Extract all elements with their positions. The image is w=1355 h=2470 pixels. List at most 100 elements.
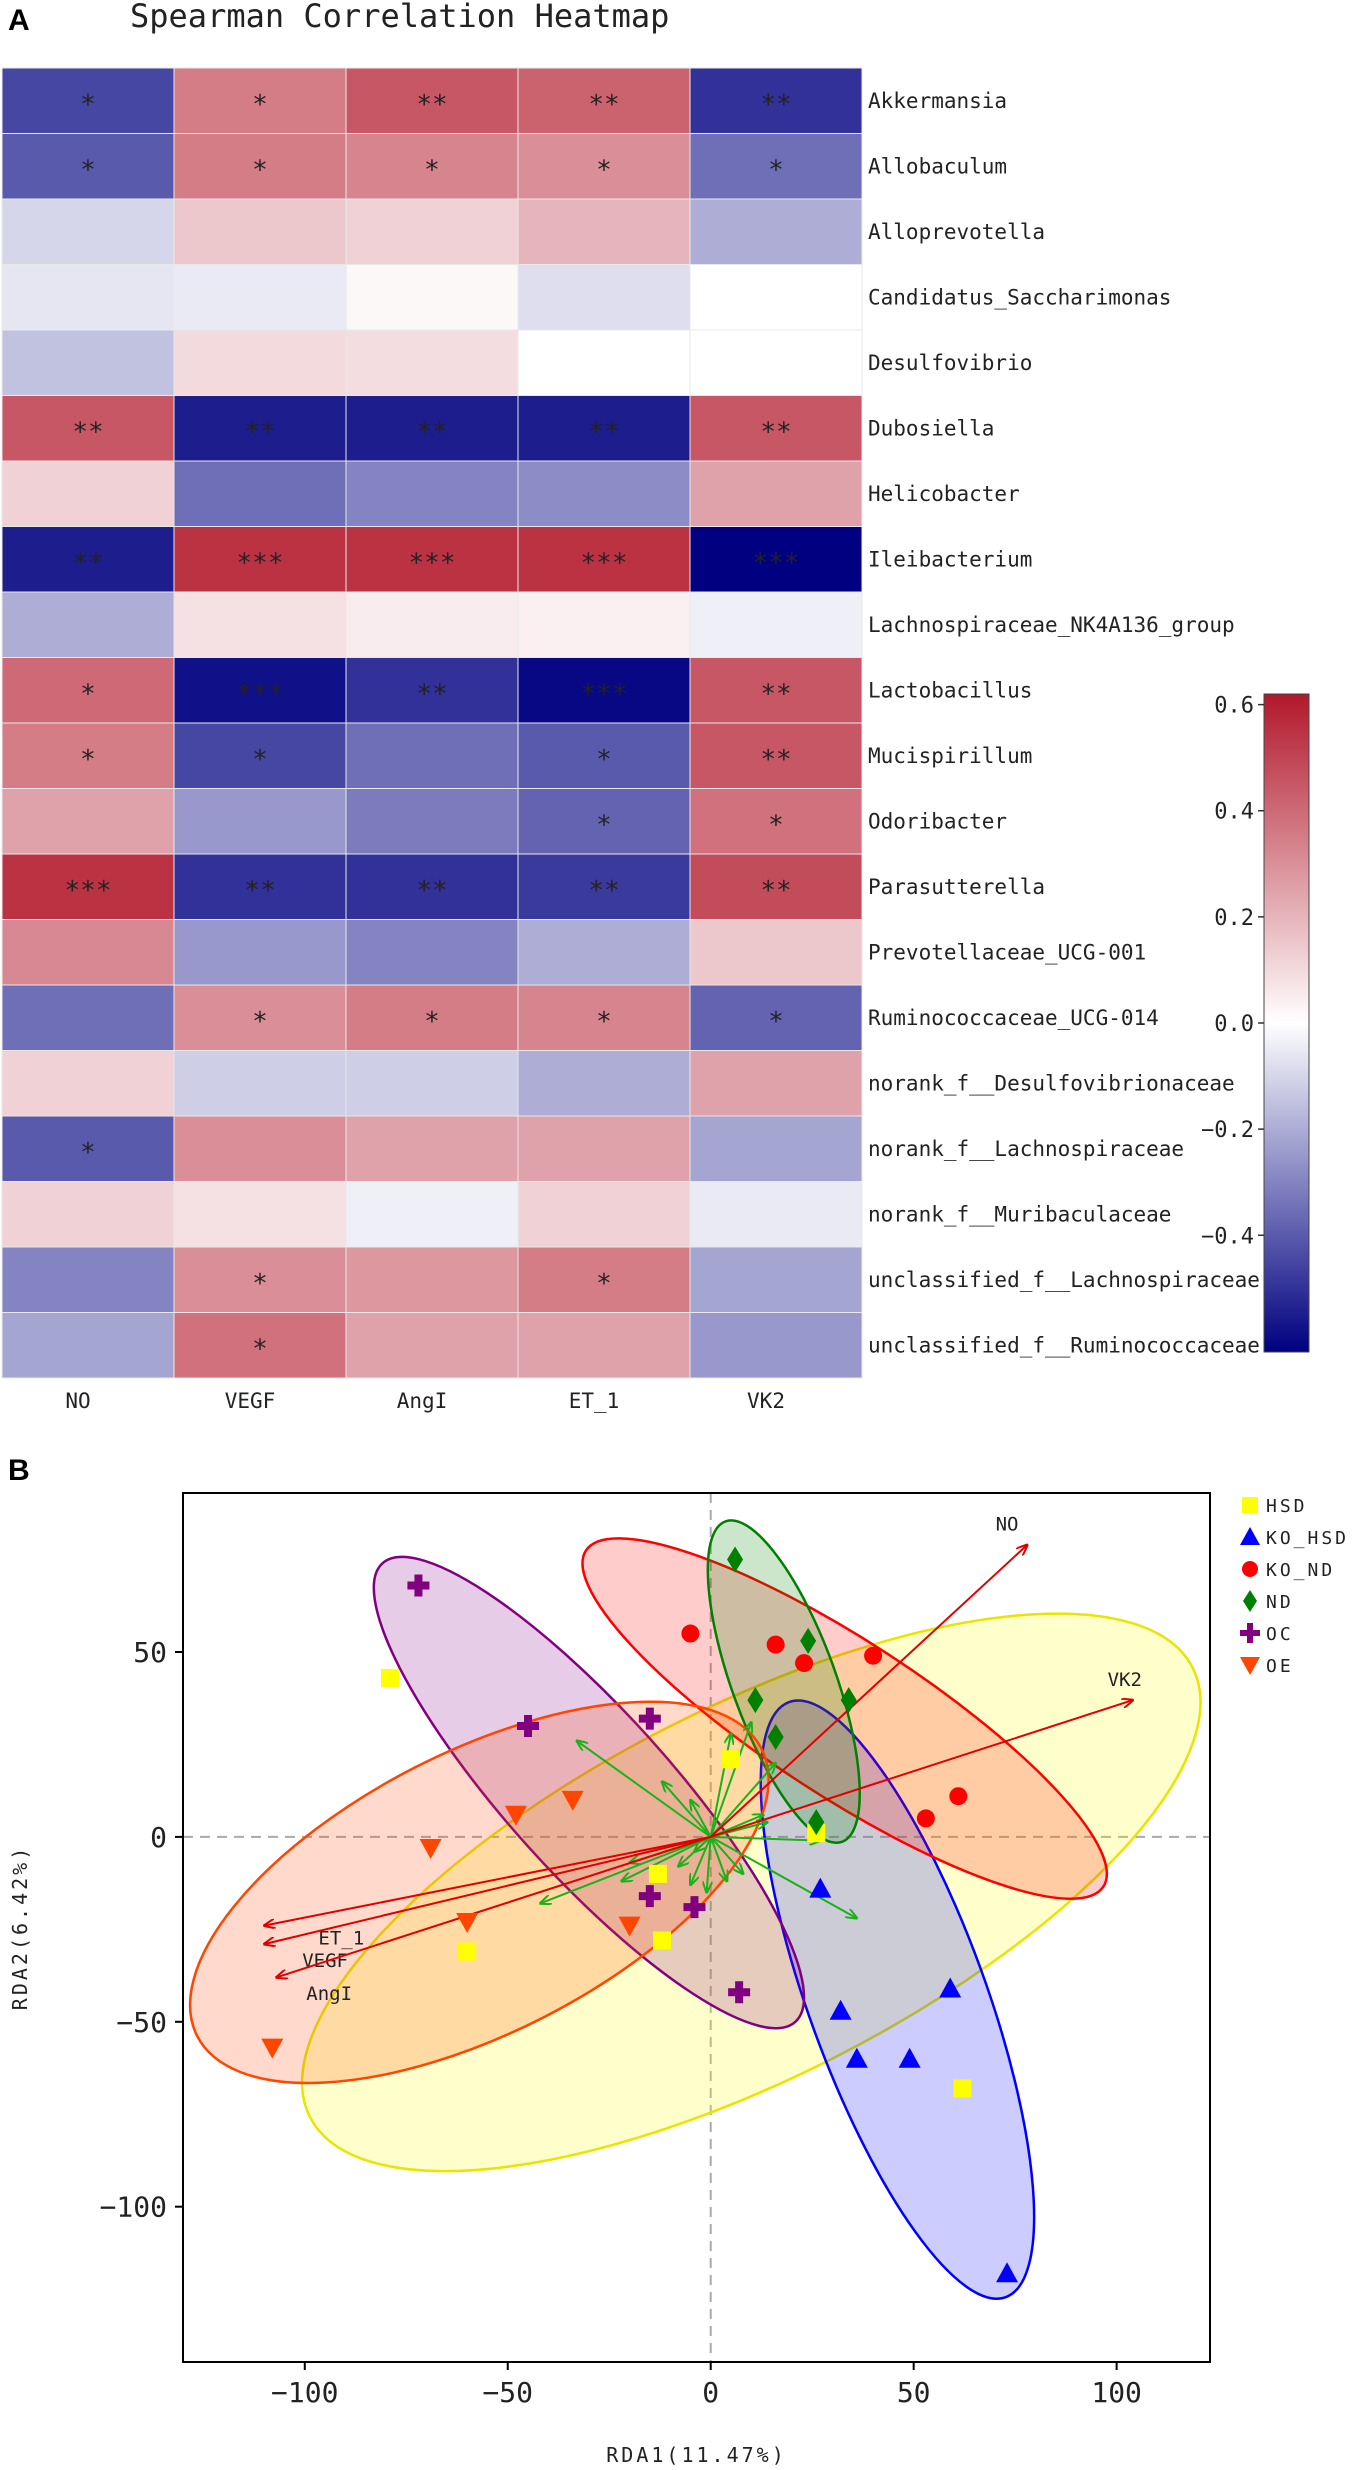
heatmap-cell xyxy=(173,591,347,658)
row-label: Desulfovibrio xyxy=(868,351,1032,375)
significance-stars: * xyxy=(252,1269,268,1299)
heatmap-cell xyxy=(345,919,519,986)
row-label: Ileibacterium xyxy=(868,547,1032,571)
legend-label: ND xyxy=(1266,1592,1294,1613)
heatmap-cell xyxy=(173,526,347,593)
colorbar-tick-label: 0.4 xyxy=(1214,800,1254,825)
heatmap-cell xyxy=(517,395,691,462)
heatmap-cell xyxy=(517,198,691,265)
heatmap-cell xyxy=(173,657,347,724)
heatmap-cell xyxy=(517,722,691,789)
significance-stars: ** xyxy=(760,679,791,709)
heatmap-cell xyxy=(345,984,519,1051)
heatmap-cell xyxy=(345,460,519,527)
row-label: Lactobacillus xyxy=(868,678,1032,702)
legend-marker-hsd xyxy=(1242,1497,1258,1513)
species-arrow xyxy=(694,1836,712,1852)
species-arrow xyxy=(709,1763,776,1838)
heatmap-cell xyxy=(517,853,691,920)
x-tick-label: −100 xyxy=(271,2376,338,2409)
row-label: Dubosiella xyxy=(868,416,994,440)
row-label: Akkermansia xyxy=(868,89,1007,113)
significance-stars: * xyxy=(252,745,268,775)
heatmap-cell xyxy=(1,526,175,593)
significance-stars: *** xyxy=(581,679,628,709)
column-label: ET_1 xyxy=(569,1389,620,1413)
significance-stars: * xyxy=(596,1269,612,1299)
oe-point xyxy=(261,2038,284,2059)
heatmap-cell xyxy=(689,460,863,527)
heatmap-cell xyxy=(345,1246,519,1313)
oe-point xyxy=(561,1790,584,1811)
nd-point xyxy=(800,1627,817,1654)
heatmap-cell xyxy=(689,526,863,593)
ko-nd-point xyxy=(864,1646,883,1665)
heatmap-cell xyxy=(345,788,519,855)
heatmap-cell xyxy=(345,133,519,200)
heatmap-cell xyxy=(517,919,691,986)
heatmap-cell xyxy=(173,67,347,134)
row-label: norank_f__Lachnospiraceae xyxy=(868,1137,1184,1161)
nd-point xyxy=(840,1687,857,1714)
nd-point xyxy=(767,1724,784,1751)
significance-stars: * xyxy=(768,1007,784,1037)
heatmap-cell xyxy=(689,853,863,920)
heatmap-cell xyxy=(1,1181,175,1248)
nd-point xyxy=(727,1546,744,1573)
heatmap-cell xyxy=(517,526,691,593)
row-label: unclassified_f__Lachnospiraceae xyxy=(868,1268,1260,1292)
env-arrow xyxy=(710,1700,1133,1838)
legend-label: KO_HSD xyxy=(1266,1528,1349,1549)
significance-stars: * xyxy=(80,90,96,120)
heatmap-cell xyxy=(689,788,863,855)
significance-stars: * xyxy=(424,155,440,185)
heatmap-cell xyxy=(517,264,691,331)
heatmap-cell xyxy=(517,1050,691,1117)
heatmap-cell xyxy=(1,1246,175,1313)
heatmap-cell xyxy=(173,1050,347,1117)
confidence-ellipse xyxy=(759,1699,1036,2300)
significance-stars: *** xyxy=(237,679,284,709)
significance-stars: * xyxy=(252,1007,268,1037)
column-label: VK2 xyxy=(747,1389,785,1413)
nd-point xyxy=(808,1809,825,1836)
ko-hsd-point xyxy=(829,1999,852,2020)
legend-marker-ko-nd xyxy=(1242,1561,1258,1577)
env-arrow-label: VK2 xyxy=(1108,1669,1142,1691)
heatmap-cell xyxy=(173,919,347,986)
species-arrow xyxy=(690,1836,712,1885)
significance-stars: ** xyxy=(416,90,447,120)
heatmap-cell xyxy=(689,1115,863,1182)
heatmap-cell xyxy=(173,1115,347,1182)
significance-stars: ** xyxy=(416,876,447,906)
significance-stars: * xyxy=(424,1007,440,1037)
panel-a-label: A xyxy=(8,4,30,37)
y-tick-label: 50 xyxy=(133,1636,167,1669)
legend-label: KO_ND xyxy=(1266,1560,1335,1581)
heatmap-cell xyxy=(173,395,347,462)
significance-stars: ** xyxy=(416,417,447,447)
heatmap-cell xyxy=(1,198,175,265)
heatmap-cell xyxy=(173,984,347,1051)
legend-label: HSD xyxy=(1266,1496,1308,1517)
heatmap-cell xyxy=(1,67,175,134)
heatmap-cell xyxy=(173,198,347,265)
heatmap-cell xyxy=(345,526,519,593)
heatmap-cell xyxy=(345,1312,519,1379)
oc-point xyxy=(638,1885,661,1908)
significance-stars: * xyxy=(596,810,612,840)
heatmap-cell xyxy=(1,133,175,200)
heatmap-cell xyxy=(1,1312,175,1379)
species-arrow xyxy=(577,1741,712,1838)
ko-nd-point xyxy=(681,1624,700,1643)
colorbar-tick-label: −0.2 xyxy=(1201,1118,1254,1143)
heatmap-cell xyxy=(1,984,175,1051)
heatmap-cell xyxy=(345,1181,519,1248)
colorbar-tick-label: 0.0 xyxy=(1214,1012,1254,1037)
legend-label: OE xyxy=(1266,1656,1294,1677)
heatmap-cell xyxy=(345,657,519,724)
significance-stars: * xyxy=(80,1138,96,1168)
env-arrow xyxy=(264,1835,711,1944)
heatmap-cell xyxy=(173,1181,347,1248)
